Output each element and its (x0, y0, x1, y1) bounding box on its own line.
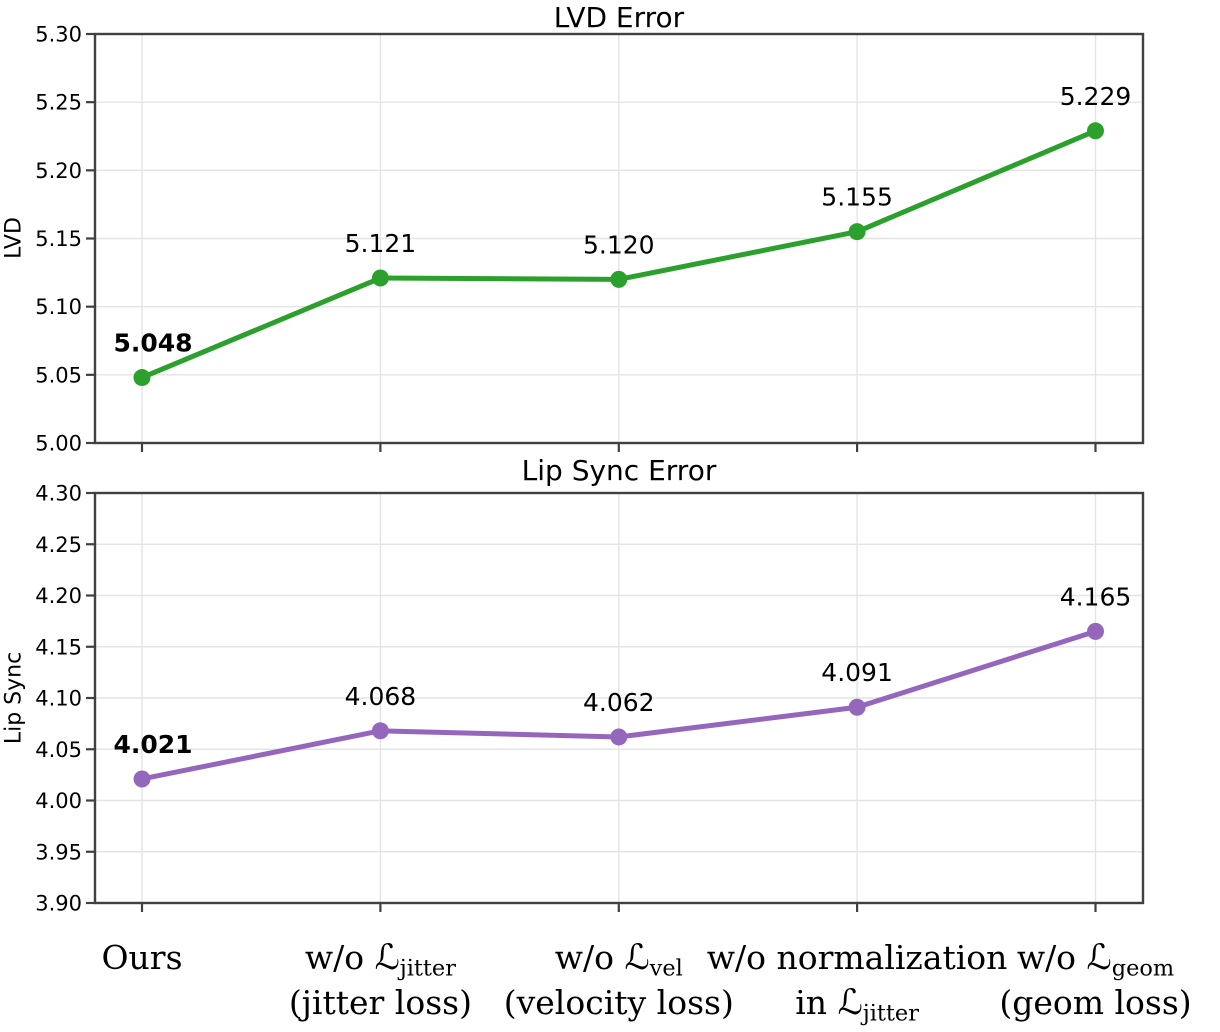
y-tick-label: 5.05 (35, 363, 82, 387)
script-L-symbol: ℒ (1086, 938, 1112, 978)
x-category-label: w/o ℒgeom (geom loss) (999, 938, 1192, 1022)
data-point (1087, 122, 1104, 140)
y-tick-label: 5.10 (35, 295, 82, 319)
script-L-symbol: ℒ (624, 938, 650, 978)
x-category-label: Ours (101, 938, 183, 977)
y-tick-label: 4.25 (35, 533, 82, 557)
data-point (1087, 622, 1104, 640)
point-value-label: 4.021 (113, 730, 192, 759)
point-value-label: 5.121 (345, 229, 417, 258)
data-point (371, 269, 389, 287)
y-tick-label: 4.30 (35, 482, 82, 506)
y-tick-label: 5.15 (35, 227, 82, 251)
y-tick-label: 4.10 (35, 687, 82, 711)
x-category-label: w/o ℒjitter (jitter loss) (288, 938, 472, 1022)
y-tick-label: 4.15 (35, 635, 82, 659)
y-tick-label: 3.90 (35, 892, 82, 916)
y-axis-label-lvd: LVD (1, 217, 27, 259)
data-point (610, 270, 628, 288)
script-L-symbol: ℒ (837, 983, 863, 1023)
y-tick-label: 5.30 (35, 23, 82, 47)
y-tick-label: 4.05 (35, 738, 82, 762)
data-point (848, 223, 866, 241)
chart-title-lipsync: Lip Sync Error (521, 454, 717, 487)
point-value-label: 5.229 (1060, 82, 1132, 111)
point-value-label: 5.048 (113, 329, 192, 358)
data-point (371, 722, 389, 740)
x-axis-labels: Ours w/o ℒjitter (jitter loss) w/o ℒvel (vel… (0, 935, 1220, 1030)
y-tick-label: 4.20 (35, 584, 82, 608)
y-tick-label: 3.95 (35, 840, 82, 864)
point-value-label: 4.165 (1060, 582, 1132, 611)
y-tick-label: 5.00 (35, 432, 82, 456)
point-value-label: 4.062 (583, 688, 655, 717)
data-point (133, 770, 151, 788)
point-value-label: 5.155 (821, 183, 893, 212)
x-category-label: w/o ℒvel (velocity loss) (503, 938, 734, 1022)
chart-title-lvd: LVD Error (553, 1, 685, 34)
data-point (133, 369, 151, 387)
point-value-label: 5.120 (583, 230, 655, 259)
point-value-label: 4.091 (821, 658, 893, 687)
data-point (848, 698, 866, 716)
point-value-label: 4.068 (345, 682, 417, 711)
data-point (610, 728, 628, 746)
y-tick-label: 5.20 (35, 159, 82, 183)
y-tick-label: 5.25 (35, 91, 82, 115)
y-axis-label-lipsync: Lip Sync (1, 651, 27, 745)
x-category-label: w/o normalization in ℒjitter (706, 938, 1008, 1027)
y-tick-label: 4.00 (35, 789, 82, 813)
script-L-symbol: ℒ (374, 938, 400, 978)
